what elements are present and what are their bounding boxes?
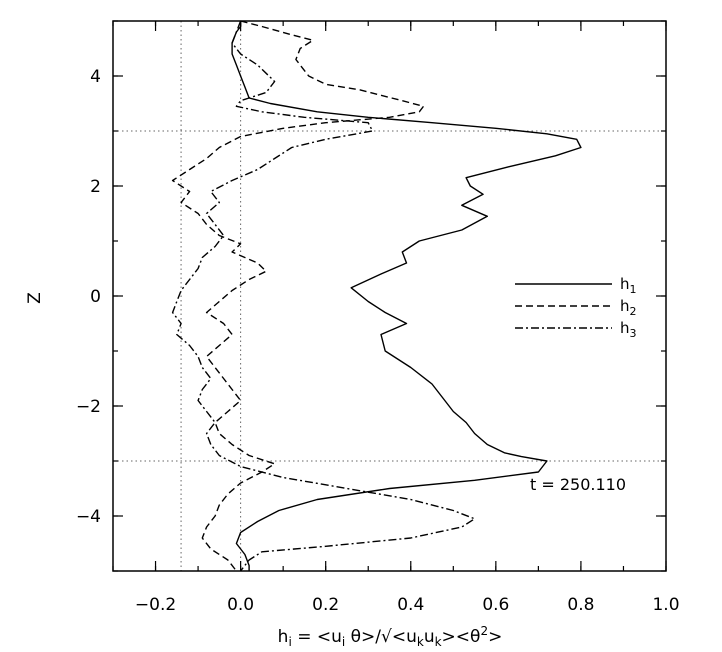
y-tick-label: −2 — [76, 397, 101, 417]
legend-label-h3: h3 — [620, 319, 637, 340]
y-tick-label: 4 — [90, 67, 101, 87]
y-tick-label: 2 — [90, 177, 101, 197]
x-tick-label: 0.0 — [227, 595, 254, 615]
axis-ticks: −0.2 0.0 0.2 0.4 0.6 0.8 1.0 −4 −2 0 2 4 — [76, 20, 680, 615]
x-tick-label: −0.2 — [135, 595, 176, 615]
series-line-h2 — [171, 20, 425, 572]
reference-lines — [113, 21, 666, 571]
x-tick-label: 0.6 — [482, 595, 509, 615]
legend-label-h2: h2 — [620, 297, 637, 318]
series-layer — [171, 20, 582, 572]
x-tick-label: 1.0 — [652, 595, 679, 615]
series-line-h1 — [231, 21, 582, 571]
x-tick-label: 0.2 — [312, 595, 339, 615]
y-axis-title: Z — [25, 292, 45, 304]
series-line-h3 — [171, 20, 476, 572]
y-tick-label: −4 — [76, 507, 101, 527]
y-tick-label: 0 — [90, 287, 101, 307]
x-axis-title: hi = <ui θ>/√<ukuk><θ2> — [278, 624, 503, 649]
x-tick-label: 0.8 — [567, 595, 594, 615]
x-tick-label: 0.4 — [397, 595, 424, 615]
time-annotation: t = 250.110 — [530, 475, 626, 494]
legend-label-h1: h1 — [620, 275, 637, 296]
